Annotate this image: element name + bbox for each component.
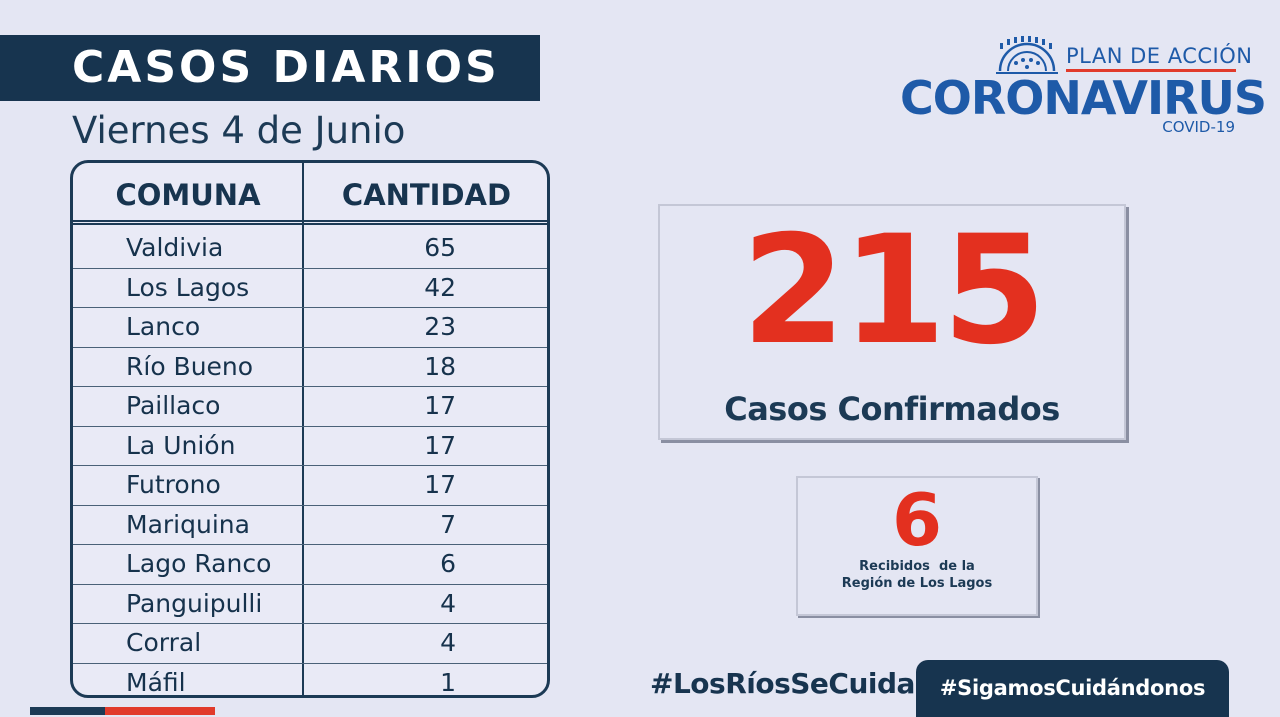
comuna-cell: Lanco	[126, 312, 201, 341]
date-subtitle: Viernes 4 de Junio	[72, 109, 406, 152]
cantidad-cell: 17	[424, 391, 456, 420]
comuna-cell: Lago Ranco	[126, 549, 272, 578]
hashtag-los-rios: #LosRíosSeCuida	[650, 667, 915, 700]
comuna-cell: Panguipulli	[126, 588, 263, 618]
cantidad-cell: 7	[440, 509, 456, 539]
column-divider	[302, 163, 304, 695]
comuna-cell: Valdivia	[126, 233, 224, 262]
column-header-cantidad: CANTIDAD	[341, 178, 512, 212]
received-label-line2: Región de Los Lagos	[841, 576, 993, 591]
bottom-strip-blue	[30, 707, 105, 715]
cases-table: COMUNA CANTIDAD Valdivia 65 Los Lagos 42 Lan…	[70, 160, 550, 698]
comuna-cell: Paillaco	[126, 391, 221, 420]
table-row: Lago Ranco 6	[73, 545, 547, 585]
logo-covid-text: COVID-19	[1162, 118, 1235, 136]
table-row: Río Bueno 18	[73, 348, 547, 387]
logo-coronavirus-text: CORONAVIRUS	[900, 71, 1267, 125]
hashtag-banner: #SigamosCuidándonos	[916, 660, 1229, 717]
cantidad-cell: 4	[440, 628, 456, 657]
table-row: La Unión 17	[73, 427, 547, 466]
table-row: Lanco 23	[73, 308, 547, 348]
table-row: Los Lagos 42	[73, 269, 547, 308]
cantidad-cell: 4	[440, 588, 456, 618]
comuna-cell: Río Bueno	[126, 351, 254, 381]
cantidad-cell: 18	[424, 351, 456, 381]
table-row: Panguipulli 4	[73, 585, 547, 624]
comuna-cell: Corral	[126, 628, 202, 657]
table-row: Mariquina 7	[73, 506, 547, 545]
cantidad-cell: 17	[424, 430, 456, 460]
total-cases-number: 215	[741, 204, 1046, 378]
received-cases-number: 6	[891, 478, 943, 562]
table-row: Futrono 17	[73, 466, 547, 506]
received-cases-box: 6 Recibidos de la Región de Los Lagos	[796, 476, 1038, 616]
table-row: Corral 4	[73, 624, 547, 664]
total-cases-box: 215 Casos Confirmados	[658, 204, 1126, 440]
bottom-strip-red	[105, 707, 215, 715]
comuna-cell: Los Lagos	[126, 272, 250, 302]
logo-underline	[1066, 69, 1236, 72]
cantidad-cell: 1	[440, 667, 456, 697]
hashtag-sigamos: #SigamosCuidándonos	[939, 676, 1206, 700]
comuna-cell: Mariquina	[126, 509, 250, 539]
total-cases-label: Casos Confirmados	[724, 390, 1060, 428]
cantidad-cell: 42	[424, 272, 456, 302]
page-title: CASOS DIARIOS	[72, 42, 500, 93]
table-row: Valdivia 65	[73, 229, 547, 269]
logo-plan-text: PLAN DE ACCIÓN	[1066, 44, 1253, 68]
table-header: COMUNA CANTIDAD	[73, 163, 547, 225]
table-row: Máfil 1	[73, 664, 547, 697]
column-header-comuna: COMUNA	[115, 178, 261, 212]
cantidad-cell: 23	[424, 312, 456, 341]
comuna-cell: La Unión	[126, 430, 236, 460]
table-body: Valdivia 65 Los Lagos 42 Lanco 23 Río Bueno 18 P…	[73, 229, 547, 697]
received-cases-label: Recibidos de la Región de Los Lagos	[798, 558, 1036, 592]
received-label-line1: Recibidos de la	[859, 559, 975, 574]
cantidad-cell: 65	[424, 233, 456, 262]
government-dome-icon	[996, 36, 1058, 74]
cantidad-cell: 17	[424, 470, 456, 499]
comuna-cell: Futrono	[126, 470, 221, 499]
title-bar	[0, 35, 540, 101]
table-row: Paillaco 17	[73, 387, 547, 427]
cantidad-cell: 6	[440, 549, 456, 578]
comuna-cell: Máfil	[126, 667, 186, 697]
